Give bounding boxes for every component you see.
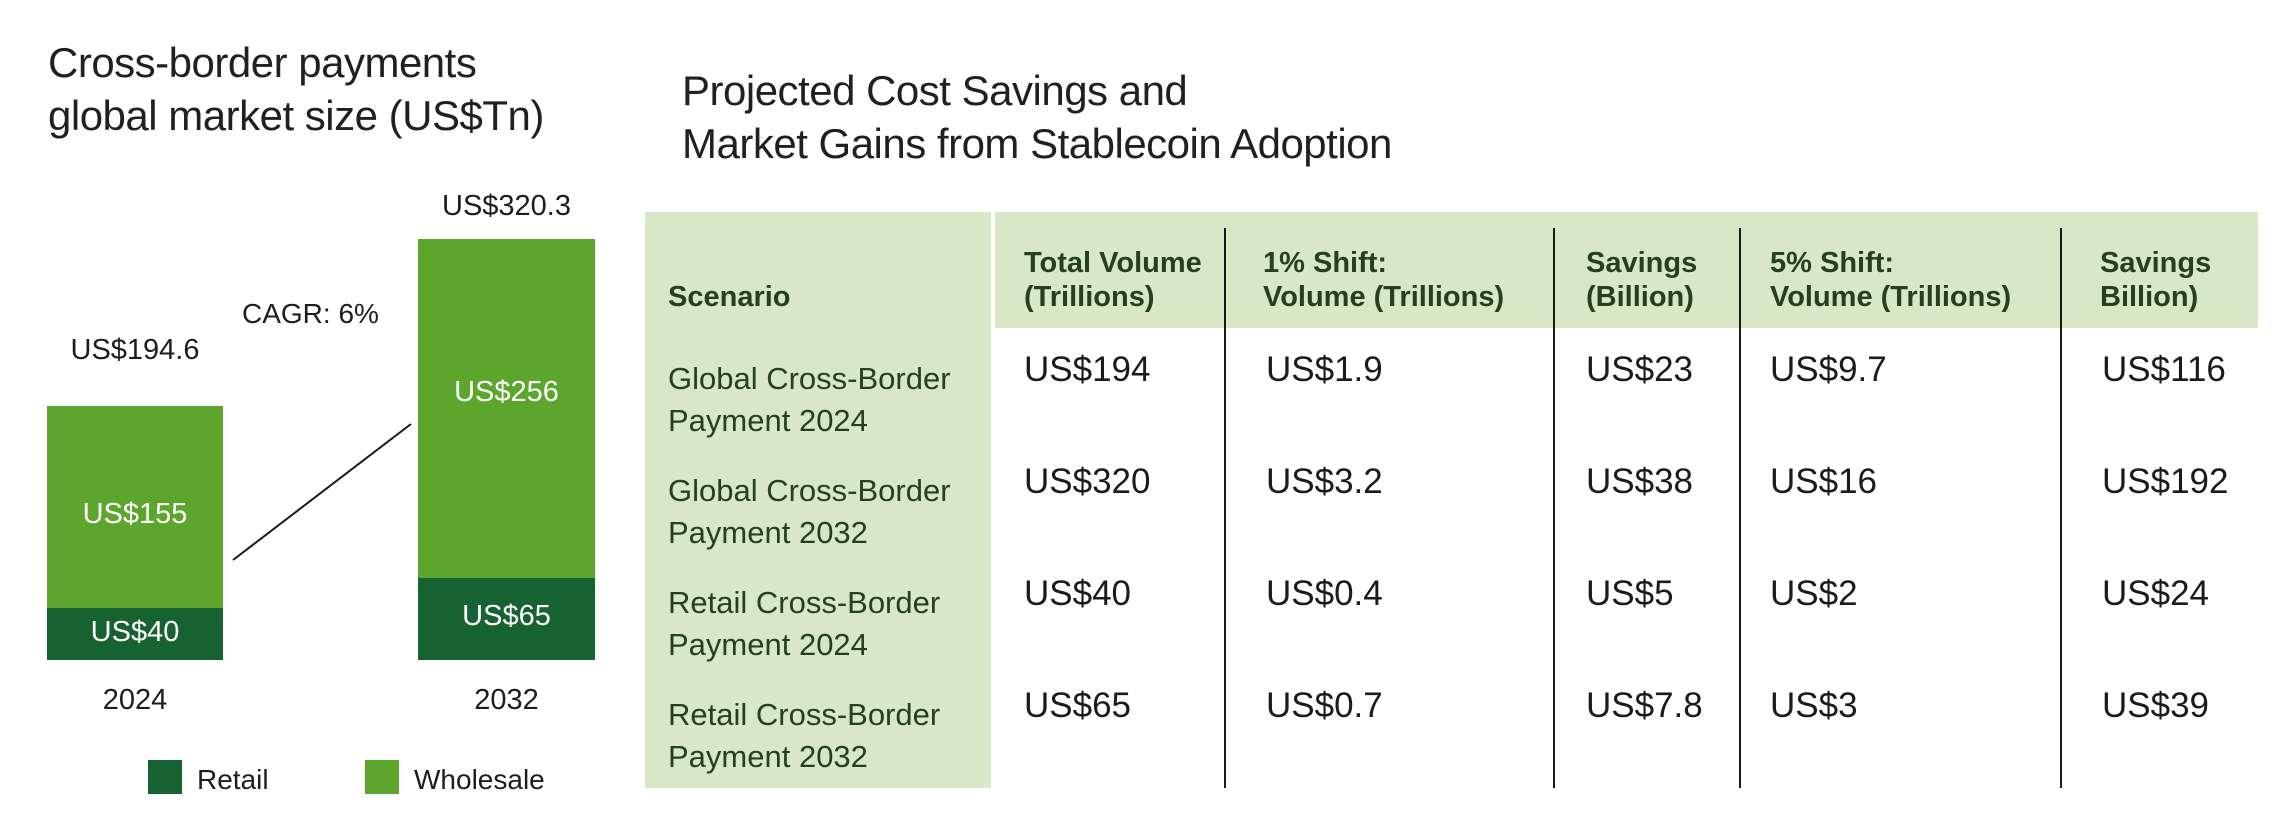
bar-2032-retail-value: US$65 [462,600,551,632]
cell-value: US$0.7 [1266,686,1383,725]
chart-title: Cross-border payments global market size… [48,39,544,139]
cell-value: US$9.7 [1770,350,1887,389]
header-1pct-shift: 1% Shift: Volume (Trillions) [1263,247,1505,313]
cell-value: US$65 [1024,686,1132,725]
cell-value: US$16 [1770,462,1878,501]
x-label-2032: 2032 [474,684,539,716]
header-5pct-shift: 5% Shift: Volume (Trillions) [1770,247,2012,313]
column-divider-2 [1553,228,1555,788]
cell-value: US$194 [1024,350,1151,389]
row-scenario: Retail Cross-Border Payment 2032 [668,697,941,774]
bar-2032-wholesale-segment [418,239,595,578]
cell-value: US$0.4 [1266,574,1383,613]
column-divider-3 [1739,228,1741,788]
scenario-column-background [645,212,991,788]
bar-2032-total-label: US$320.3 [442,190,571,222]
cell-value: US$23 [1586,350,1694,389]
header-scenario: Scenario [668,281,791,313]
cell-value: US$39 [2102,686,2210,725]
cagr-annotation: CAGR: 6% [242,298,379,329]
cell-value: US$192 [2102,462,2229,501]
bar-2024-retail-value: US$40 [90,616,180,648]
legend-retail-swatch [148,760,182,794]
bar-2024-wholesale-segment [47,406,223,608]
bar-2032-retail-segment [418,578,595,660]
bar-2024-retail-segment [47,608,223,660]
header-savings-billion-2: Savings Billion) [2100,247,2212,313]
x-label-2024: 2024 [102,684,168,716]
column-divider-1 [1224,228,1226,788]
cell-value: US$7.8 [1586,686,1703,725]
cagr-trend-line [232,423,412,561]
cell-value: US$24 [2102,574,2210,613]
row-scenario: Global Cross-Border Payment 2032 [668,473,951,550]
cell-value: US$320 [1024,462,1151,501]
cell-value: US$116 [2102,350,2226,389]
row-scenario: Retail Cross-Border Payment 2024 [668,585,941,662]
legend-wholesale-swatch [365,760,399,794]
cell-value: US$38 [1586,462,1694,501]
cell-value: US$1.9 [1266,350,1383,389]
cell-value: US$3.2 [1266,462,1383,501]
legend-retail-label: Retail [197,764,269,795]
row-scenario: Global Cross-Border Payment 2024 [668,361,951,438]
bar-2032-wholesale-value: US$256 [454,376,559,408]
table-header-background [995,212,2258,328]
cell-value: US$2 [1770,574,1858,613]
cell-value: US$5 [1586,574,1674,613]
header-total-volume: Total Volume (Trillions) [1024,247,1202,313]
bar-2024-wholesale-value: US$155 [82,498,188,530]
bar-2024-total-label: US$194.6 [70,334,200,366]
cell-value: US$40 [1024,574,1132,613]
header-savings-billion: Savings (Billion) [1586,247,1698,313]
legend-wholesale-label: Wholesale [414,764,545,795]
cell-value: US$3 [1770,686,1858,725]
table-title: Projected Cost Savings and Market Gains … [682,67,1392,167]
column-divider-4 [2060,228,2062,788]
